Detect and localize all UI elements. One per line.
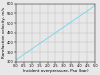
X-axis label: Incident overpressure, Pso (bar): Incident overpressure, Pso (bar): [23, 69, 88, 73]
Y-axis label: Rarefaction velocity, m/s: Rarefaction velocity, m/s: [2, 7, 6, 58]
